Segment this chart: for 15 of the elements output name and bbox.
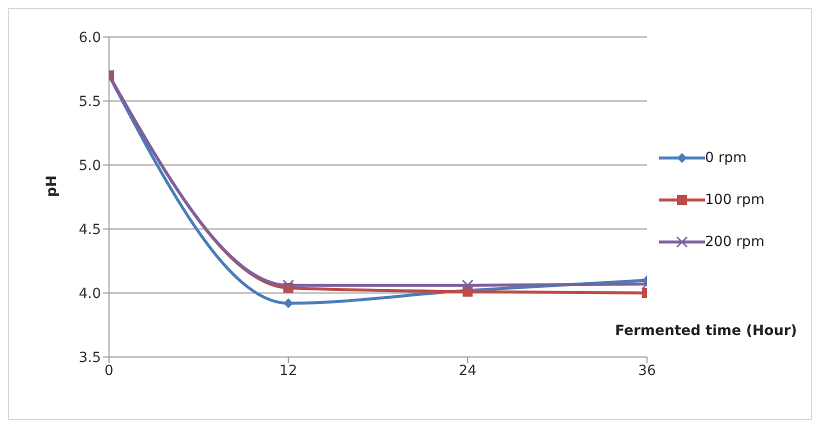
x-tick-label: 0 — [104, 362, 114, 379]
y-tick-label: 5.0 — [78, 158, 101, 174]
y-tick-label: 3.5 — [78, 350, 101, 366]
x-axis-title: Fermented time (Hour) — [615, 323, 797, 339]
legend-label: 0 rpm — [705, 150, 747, 166]
legend-label: 200 rpm — [705, 234, 764, 250]
x-tick-label: 12 — [279, 362, 298, 379]
x-tick-label: 36 — [638, 362, 656, 379]
y-tick-label: 4.5 — [78, 222, 101, 238]
y-tick-label: 5.5 — [78, 94, 101, 110]
legend-label: 100 rpm — [705, 192, 764, 208]
y-tick-label: 6.0 — [78, 30, 101, 46]
x-tick-label: 24 — [458, 362, 477, 379]
y-axis-title: pH — [44, 175, 60, 197]
y-tick-label: 4.0 — [78, 286, 101, 302]
